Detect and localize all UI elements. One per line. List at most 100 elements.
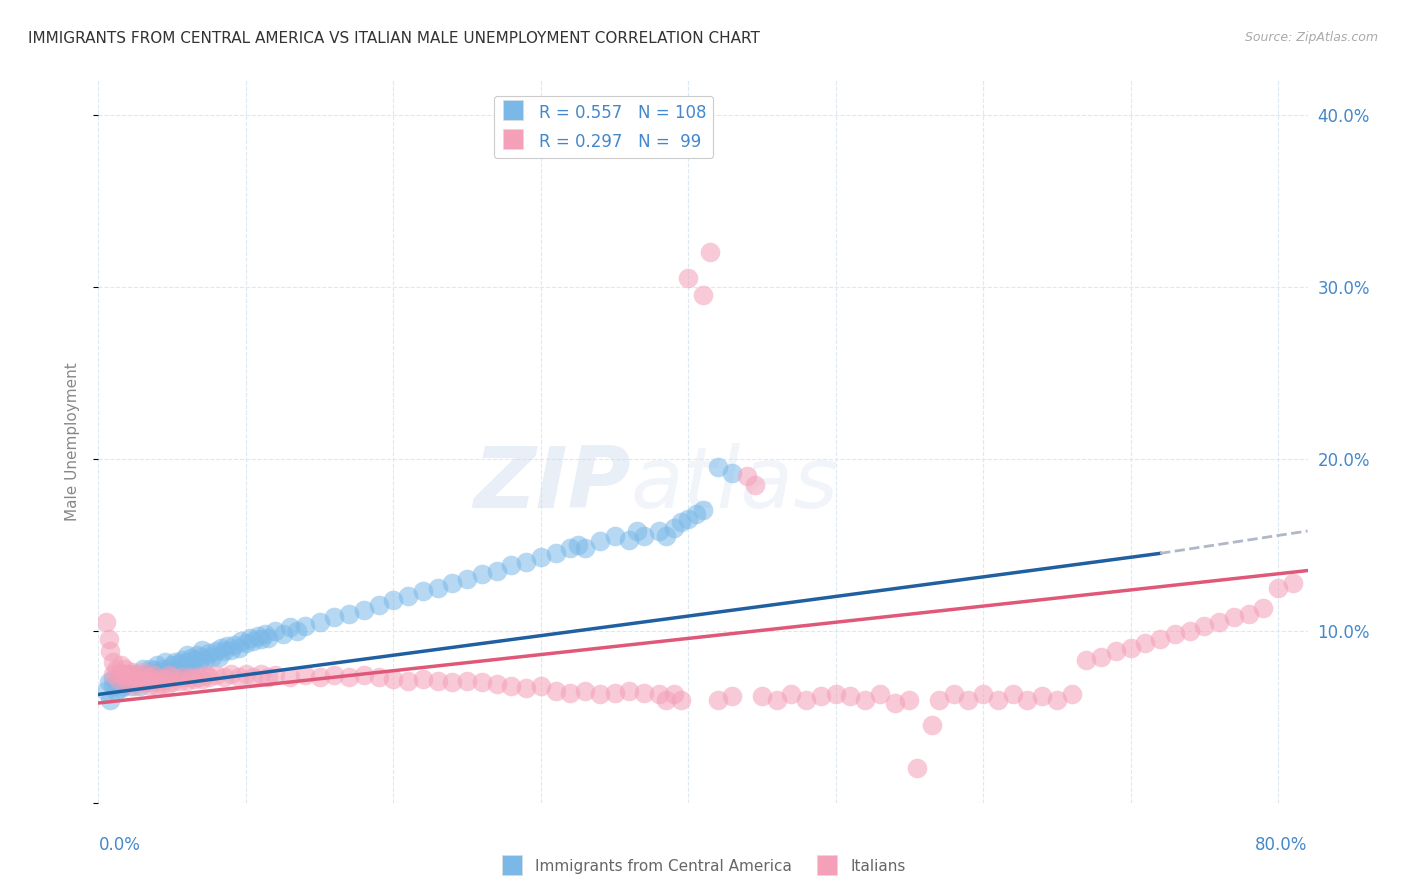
Point: [308, 615, 330, 630]
Point: [156, 677, 179, 691]
Y-axis label: Male Unemployment: Male Unemployment: [65, 362, 80, 521]
Point: [114, 672, 136, 686]
Point: [146, 679, 169, 693]
Point: [501, 679, 523, 693]
Point: [98, 644, 121, 658]
Point: [235, 666, 257, 681]
Point: [110, 681, 132, 695]
Point: [249, 632, 271, 647]
Point: [169, 673, 191, 688]
Point: [94, 684, 117, 698]
Point: [530, 549, 553, 564]
Point: [242, 634, 264, 648]
Point: [441, 675, 464, 690]
Point: [201, 649, 224, 664]
Point: [278, 670, 301, 684]
Point: [669, 692, 692, 706]
Point: [744, 477, 766, 491]
Point: [249, 666, 271, 681]
Point: [169, 657, 191, 671]
Point: [560, 686, 582, 700]
Point: [254, 627, 277, 641]
Point: [142, 672, 165, 686]
Point: [353, 668, 375, 682]
Point: [190, 642, 212, 657]
Point: [1119, 640, 1142, 655]
Point: [692, 503, 714, 517]
Point: [121, 670, 143, 684]
Point: [153, 655, 176, 669]
Point: [173, 660, 195, 674]
Point: [1090, 649, 1112, 664]
Point: [131, 665, 153, 679]
Point: [721, 466, 744, 480]
Point: [157, 668, 180, 682]
Point: [139, 679, 162, 693]
Point: [367, 670, 389, 684]
Point: [180, 670, 202, 684]
Point: [246, 629, 269, 643]
Point: [235, 636, 257, 650]
Point: [692, 288, 714, 302]
Point: [180, 651, 202, 665]
Point: [1282, 575, 1305, 590]
Point: [157, 668, 180, 682]
Point: [117, 666, 139, 681]
Point: [589, 687, 612, 701]
Point: [751, 689, 773, 703]
Point: [921, 718, 943, 732]
Point: [149, 672, 172, 686]
Point: [179, 658, 201, 673]
Point: [172, 670, 194, 684]
Point: [160, 670, 183, 684]
Legend: Immigrants from Central America, Italians: Immigrants from Central America, Italian…: [494, 853, 912, 880]
Point: [471, 567, 494, 582]
Point: [166, 662, 188, 676]
Point: [117, 675, 139, 690]
Point: [136, 666, 159, 681]
Point: [271, 627, 294, 641]
Point: [396, 673, 419, 688]
Point: [172, 653, 194, 667]
Point: [128, 679, 150, 693]
Point: [146, 666, 169, 681]
Point: [105, 662, 128, 676]
Point: [98, 692, 121, 706]
Point: [456, 673, 478, 688]
Point: [101, 655, 124, 669]
Text: atlas: atlas: [630, 443, 838, 526]
Point: [135, 675, 157, 690]
Point: [97, 675, 120, 690]
Point: [205, 668, 228, 682]
Point: [208, 649, 231, 664]
Text: 0.0%: 0.0%: [98, 836, 141, 854]
Point: [215, 639, 238, 653]
Point: [187, 655, 209, 669]
Point: [114, 662, 136, 676]
Point: [94, 615, 117, 630]
Point: [120, 670, 142, 684]
Point: [337, 670, 360, 684]
Point: [1017, 692, 1039, 706]
Point: [544, 684, 567, 698]
Point: [264, 624, 287, 638]
Point: [678, 512, 700, 526]
Point: [794, 692, 817, 706]
Point: [176, 655, 198, 669]
Point: [426, 581, 449, 595]
Point: [619, 533, 641, 547]
Point: [648, 524, 671, 538]
Point: [633, 686, 655, 700]
Point: [165, 655, 187, 669]
Point: [128, 668, 150, 682]
Point: [353, 603, 375, 617]
Point: [1149, 632, 1171, 647]
Point: [685, 507, 707, 521]
Point: [239, 631, 262, 645]
Point: [127, 673, 149, 688]
Point: [515, 555, 537, 569]
Point: [176, 648, 198, 662]
Point: [1223, 610, 1246, 624]
Point: [544, 546, 567, 560]
Point: [662, 687, 685, 701]
